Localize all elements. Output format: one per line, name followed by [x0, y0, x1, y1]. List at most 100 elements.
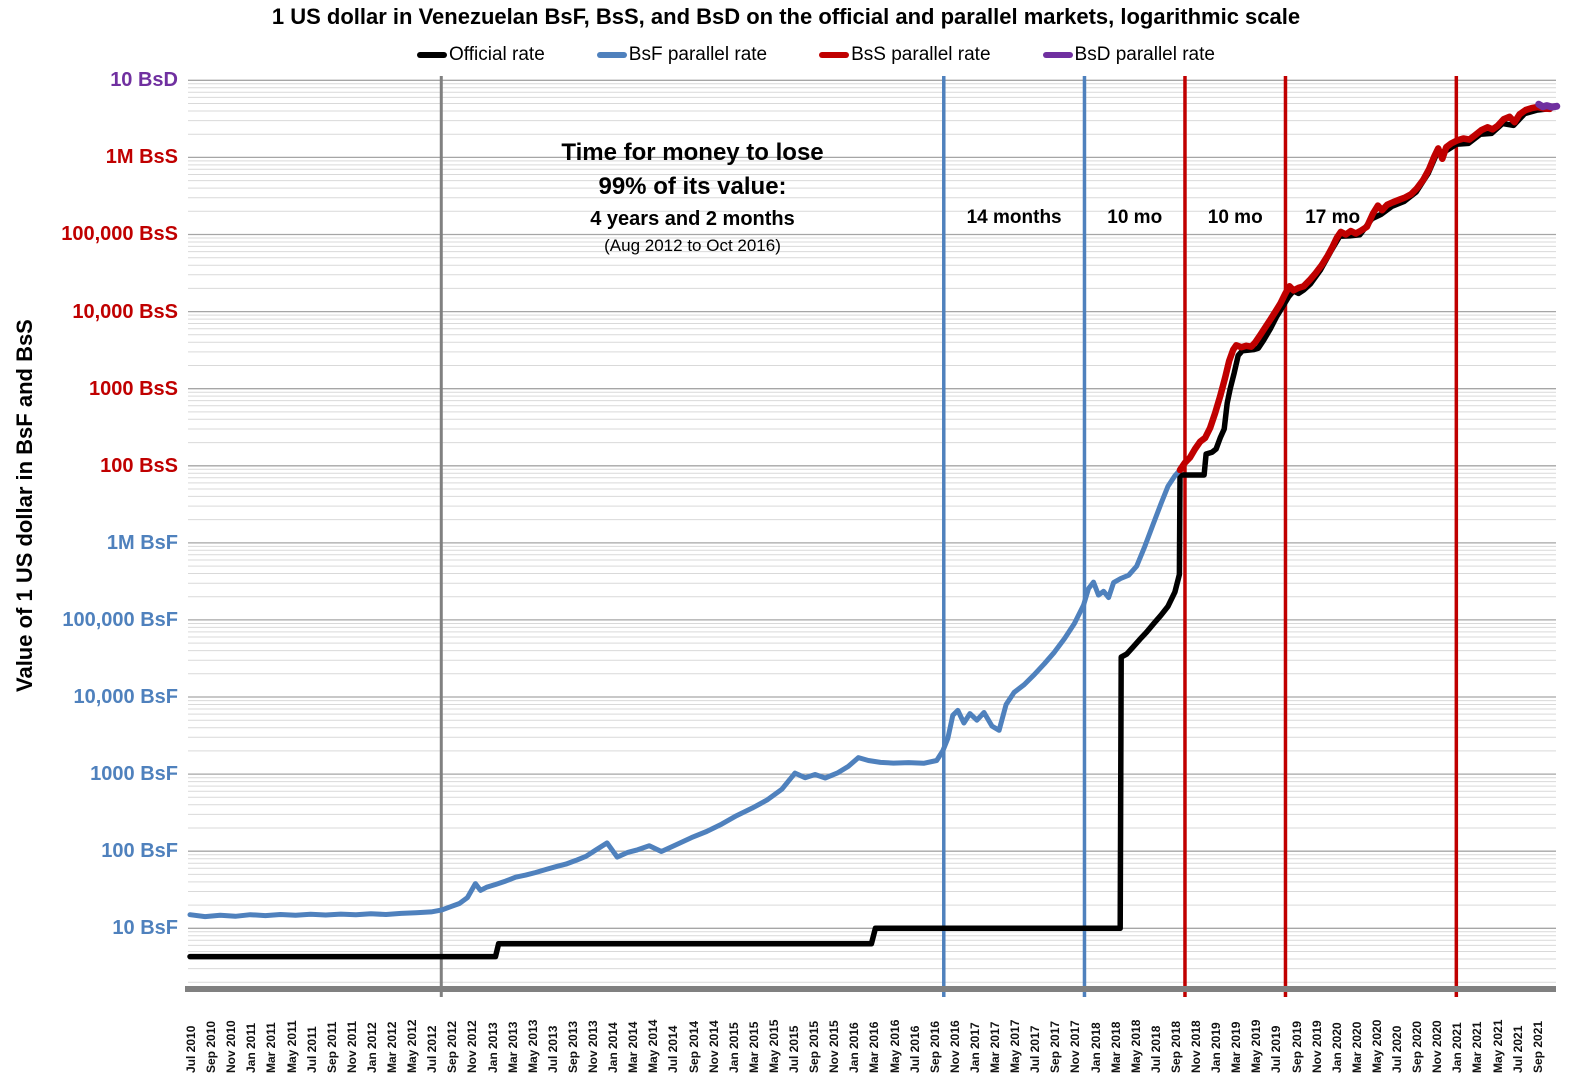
legend-swatch-icon — [819, 52, 850, 58]
x-tick-label: Jan 2012 — [364, 1022, 379, 1073]
x-tick-label: Jul 2014 — [666, 1025, 681, 1073]
x-tick-label: Mar 2021 — [1470, 1021, 1485, 1073]
x-tick-label: Mar 2011 — [264, 1022, 279, 1073]
x-tick-label: Sep 2021 — [1530, 1020, 1545, 1073]
y-axis-label: 100,000 BsF — [62, 608, 178, 631]
x-axis-bar — [185, 986, 1556, 992]
x-tick-label: Jan 2020 — [1329, 1022, 1344, 1073]
x-tick-label: Sep 2013 — [565, 1020, 580, 1073]
x-tick-label: Mar 2012 — [385, 1021, 400, 1073]
x-tick-label: Jul 2018 — [1148, 1025, 1163, 1073]
x-tick-label: Nov 2010 — [224, 1020, 239, 1073]
y-axis-label: 10 BsD — [110, 69, 178, 92]
annotation-line-2: 99% of its value: — [598, 173, 787, 200]
x-tick-label: Nov 2014 — [706, 1020, 721, 1073]
x-tick-label: Sep 2019 — [1289, 1020, 1304, 1073]
x-tick-label: Jul 2017 — [1028, 1025, 1043, 1073]
annotation-line-4: (Aug 2012 to Oct 2016) — [604, 236, 781, 255]
annotation-devaluation-time: Time for money to lose 99% of its value:… — [561, 136, 823, 258]
legend-label: BsF parallel rate — [628, 44, 768, 65]
x-tick-label: May 2020 — [1369, 1019, 1384, 1073]
x-tick-label: Sep 2014 — [686, 1020, 701, 1073]
legend-swatch-icon — [1042, 52, 1073, 58]
x-tick-label: May 2016 — [887, 1019, 902, 1073]
x-tick-label: Jan 2016 — [847, 1022, 862, 1073]
legend-item-official-rate: Official rate — [417, 44, 545, 66]
y-axis-label: 100,000 BsS — [61, 223, 178, 246]
x-tick-label: Jul 2016 — [907, 1025, 922, 1073]
x-tick-label: Jan 2017 — [967, 1022, 982, 1073]
interval-label-3: 17 mo — [1305, 207, 1361, 228]
x-tick-label: Nov 2019 — [1309, 1020, 1324, 1073]
x-tick-label: May 2012 — [405, 1019, 420, 1073]
interval-label-2: 10 mo — [1207, 207, 1263, 228]
bsd-parallel-line — [1535, 100, 1561, 111]
x-tick-label: Sep 2012 — [445, 1020, 460, 1073]
annotation-line-3: 4 years and 2 months — [590, 208, 795, 230]
x-tick-label: Sep 2017 — [1048, 1020, 1063, 1073]
x-tick-label: Mar 2017 — [988, 1021, 1003, 1073]
y-axis-label: 10 BsF — [112, 917, 178, 940]
x-tick-label: Jul 2011 — [304, 1026, 319, 1073]
x-tick-label: May 2015 — [766, 1019, 781, 1073]
y-axis-label: 10,000 BsF — [73, 686, 178, 709]
y-axis-label: 1M BsS — [105, 146, 178, 169]
legend: Official rate BsF parallel rate BsS parall… — [186, 44, 1446, 66]
x-tick-label: Mar 2014 — [626, 1021, 641, 1073]
legend-item-bsf-parallel-rate: BsF parallel rate — [596, 44, 768, 66]
x-tick-label: May 2011 — [284, 1020, 299, 1073]
x-tick-label: May 2018 — [1128, 1019, 1143, 1073]
x-tick-label: Jan 2021 — [1450, 1022, 1465, 1073]
x-tick-label: Sep 2010 — [204, 1020, 219, 1073]
x-tick-label: Jan 2018 — [1088, 1022, 1103, 1073]
x-tick-label: Jan 2019 — [1209, 1022, 1224, 1073]
x-tick-label: Nov 2017 — [1068, 1020, 1083, 1073]
x-tick-label: Jan 2014 — [606, 1022, 621, 1073]
x-tick-label: Jan 2011 — [244, 1022, 259, 1073]
x-tick-label: Nov 2016 — [947, 1020, 962, 1073]
x-tick-label: Jul 2012 — [425, 1025, 440, 1073]
x-tick-label: Sep 2016 — [927, 1020, 942, 1073]
minor-gridlines — [188, 83, 1556, 983]
x-tick-label: Mar 2020 — [1349, 1021, 1364, 1073]
x-tick-label: Mar 2015 — [746, 1021, 761, 1073]
y-axis-label: 10,000 BsS — [72, 300, 178, 323]
x-tick-label: May 2021 — [1490, 1019, 1505, 1073]
x-tick-label: May 2019 — [1249, 1019, 1264, 1073]
y-axis-label: 1000 BsS — [89, 377, 178, 400]
x-tick-label: Jan 2015 — [726, 1022, 741, 1073]
bsf-parallel-line — [187, 467, 1183, 920]
major-gridlines — [188, 79, 1556, 929]
x-tick-label: Nov 2011 — [344, 1020, 359, 1073]
y-axis-label: 100 BsS — [100, 454, 178, 477]
x-tick-label: May 2017 — [1008, 1019, 1023, 1073]
x-tick-label: Nov 2018 — [1189, 1020, 1204, 1073]
legend-item-bsd-parallel-rate: BsD parallel rate — [1042, 44, 1215, 66]
y-axis-label: 100 BsF — [101, 840, 178, 863]
legend-label: BsS parallel rate — [851, 44, 991, 65]
x-tick-label: Nov 2013 — [586, 1020, 601, 1073]
x-tick-label: Jul 2010 — [184, 1025, 199, 1073]
x-tick-label: Jul 2020 — [1390, 1025, 1405, 1073]
x-tick-label: Jul 2019 — [1269, 1025, 1284, 1073]
x-tick-label: Jul 2013 — [545, 1025, 560, 1073]
x-tick-label: Jul 2015 — [787, 1025, 802, 1073]
y-axis-label: 1M BsF — [106, 531, 178, 554]
x-tick-label: Sep 2020 — [1410, 1020, 1425, 1073]
chart-title: 1 US dollar in Venezuelan BsF, BsS, and … — [271, 4, 1301, 29]
y-axis-title: Value of 1 US dollar in BsF and BsS — [12, 319, 37, 692]
legend-label: Official rate — [449, 44, 545, 65]
annotation-line-1: Time for money to lose — [561, 139, 824, 166]
x-tick-label: May 2014 — [646, 1019, 661, 1073]
legend-swatch-icon — [417, 52, 448, 58]
bss-parallel-line — [1176, 103, 1554, 474]
x-tick-label: Mar 2013 — [505, 1021, 520, 1073]
x-tick-label: Nov 2012 — [465, 1020, 480, 1073]
x-tick-label: Mar 2019 — [1229, 1021, 1244, 1073]
x-tick-label: May 2013 — [525, 1019, 540, 1073]
y-axis-label: 1000 BsF — [90, 763, 178, 786]
x-tick-label: Sep 2015 — [807, 1020, 822, 1073]
x-tick-label: Mar 2016 — [867, 1021, 882, 1073]
